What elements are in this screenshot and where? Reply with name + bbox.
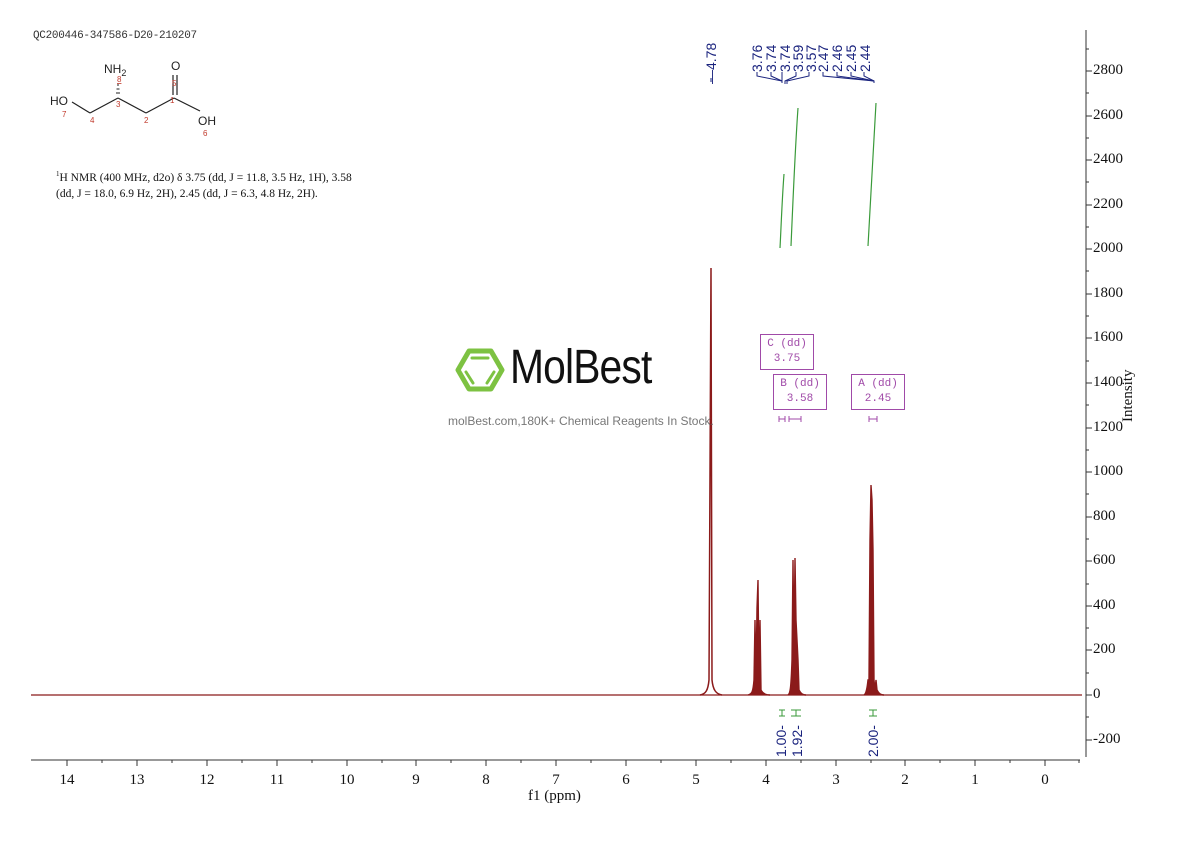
svg-text:7: 7 xyxy=(62,110,67,119)
peak-label: —4.78 xyxy=(703,42,719,84)
atom-nh2: NH2 xyxy=(104,62,126,78)
chemical-structure: HO NH2 O OH 7 4 3 2 1 8 5 6 xyxy=(50,59,216,138)
y-tick-label: 1200 xyxy=(1093,419,1123,435)
atom-o: O xyxy=(171,59,180,73)
y-tick-label: 2200 xyxy=(1093,196,1123,212)
y-tick-label: 2600 xyxy=(1093,107,1123,123)
integral-curves xyxy=(779,102,877,249)
y-tick-label: 400 xyxy=(1093,597,1116,613)
x-tick-label: 8 xyxy=(482,772,490,788)
multiplet-b-box: B (dd) 3.58 xyxy=(773,374,827,410)
integral-label: 1.92- xyxy=(789,725,805,757)
y-tick-label: 1000 xyxy=(1093,463,1123,479)
multiplet-c-box: C (dd) 3.75 xyxy=(760,334,814,370)
x-axis-label: f1 (ppm) xyxy=(528,788,581,804)
x-tick-label: 1 xyxy=(971,772,979,788)
svg-text:5: 5 xyxy=(172,79,177,88)
multiplet-b-peaks xyxy=(787,557,807,696)
watermark-tagline: molBest.com,180K+ Chemical Reagents In S… xyxy=(448,414,714,428)
y-tick-label: 1400 xyxy=(1093,374,1123,390)
multiplet-a-peaks xyxy=(863,484,885,696)
molbest-logo-icon xyxy=(455,348,505,392)
y-tick-label: 2400 xyxy=(1093,151,1123,167)
y-tick-label: 200 xyxy=(1093,641,1116,657)
x-tick-label: 7 xyxy=(552,772,560,788)
description-line-2: (dd, J = 18.0, 6.9 Hz, 2H), 2.45 (dd, J … xyxy=(56,187,318,200)
x-tick-label: 4 xyxy=(762,772,770,788)
x-tick-label: 14 xyxy=(59,772,75,788)
y-tick-label: 2000 xyxy=(1093,240,1123,256)
y-axis-label: Intensity xyxy=(1120,369,1136,423)
y-tick-label: 1800 xyxy=(1093,285,1123,301)
svg-text:3: 3 xyxy=(116,100,121,109)
svg-text:2: 2 xyxy=(144,116,149,125)
y-tick-label: -200 xyxy=(1093,731,1121,747)
svg-text:1: 1 xyxy=(170,96,175,105)
sample-id: QC200446-347586-D20-210207 xyxy=(33,30,197,42)
x-tick-label: 11 xyxy=(269,772,285,788)
y-axis xyxy=(1085,30,1092,757)
solvent-peak xyxy=(699,267,723,696)
atom-oh: OH xyxy=(198,114,216,128)
svg-text:4: 4 xyxy=(90,116,95,125)
integral-range-markers xyxy=(779,709,877,717)
description-line-1: H NMR (400 MHz, d2o) δ 3.75 (dd, J = 11.… xyxy=(59,171,352,184)
x-tick-label: 2 xyxy=(901,772,909,788)
superscript: 1 xyxy=(56,170,60,178)
y-tick-label: 1600 xyxy=(1093,329,1123,345)
x-tick-label: 6 xyxy=(622,772,630,788)
multiplet-a-box: A (dd) 2.45 xyxy=(851,374,905,410)
svg-text:6: 6 xyxy=(203,129,208,138)
peak-label-connectors xyxy=(710,72,875,84)
molbest-logo-text: MolBest xyxy=(510,341,652,394)
y-tick-label: 2800 xyxy=(1093,62,1123,78)
y-tick-label: 600 xyxy=(1093,552,1116,568)
multiplet-c-peaks xyxy=(747,579,771,696)
y-tick-label: 800 xyxy=(1093,508,1116,524)
x-tick-label: 9 xyxy=(412,772,420,788)
multiplet-range-markers xyxy=(778,416,878,422)
nmr-description: 1H NMR (400 MHz, d2o) δ 3.75 (dd, J = 11… xyxy=(56,166,416,202)
y-tick-label: 0 xyxy=(1093,686,1101,702)
atom-ho: HO xyxy=(50,94,68,108)
integral-label: 2.00- xyxy=(865,725,881,757)
x-tick-label: 12 xyxy=(199,772,215,788)
x-tick-label: 0 xyxy=(1041,772,1049,788)
x-tick-label: 10 xyxy=(339,772,355,788)
x-tick-label: 13 xyxy=(129,772,145,788)
x-tick-label: 3 xyxy=(832,772,840,788)
x-axis xyxy=(31,759,1080,766)
svg-text:8: 8 xyxy=(117,75,122,84)
x-tick-label: 5 xyxy=(692,772,700,788)
peak-label: 2.44 xyxy=(857,44,873,72)
integral-label: 1.00- xyxy=(773,725,789,757)
